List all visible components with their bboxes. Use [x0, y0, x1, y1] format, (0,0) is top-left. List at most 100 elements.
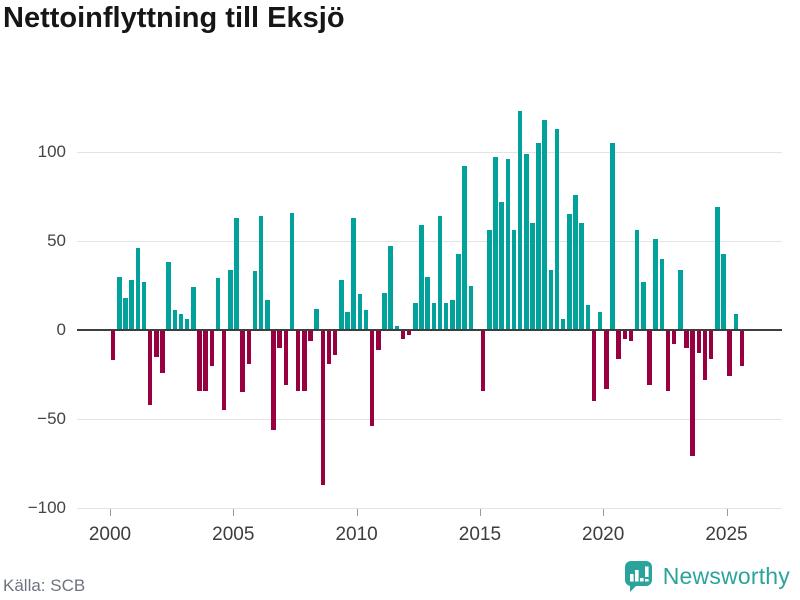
- bar-negative: [739, 330, 745, 366]
- bar-negative: [277, 330, 282, 348]
- bar-positive: [715, 207, 720, 330]
- bar-positive: [573, 194, 578, 330]
- source-label: Källa: SCB: [3, 576, 86, 595]
- x-axis-label: 2010: [335, 524, 378, 545]
- bar-negative: [591, 330, 597, 402]
- bar-negative: [295, 330, 301, 391]
- gridline: [77, 418, 782, 420]
- newsworthy-logo[interactable]: Newsworthy: [622, 558, 790, 594]
- y-axis-label: 100: [37, 142, 66, 161]
- bar-negative: [696, 330, 702, 354]
- bar-negative: [308, 330, 313, 341]
- bar-positive: [678, 269, 683, 330]
- x-axis-tick: [110, 509, 111, 516]
- bar-positive: [511, 230, 517, 330]
- bar-negative: [271, 330, 276, 430]
- bar-positive: [517, 111, 523, 330]
- bar-negative: [616, 330, 621, 359]
- bar-positive: [634, 230, 640, 330]
- bar-negative: [147, 330, 153, 405]
- x-axis-label: 2005: [212, 524, 255, 545]
- bar-positive: [382, 292, 387, 330]
- y-axis-label: −100: [27, 498, 66, 517]
- gridline: [77, 240, 782, 242]
- bar-positive: [141, 281, 147, 330]
- bar-negative: [376, 330, 381, 350]
- bar-negative: [671, 330, 677, 345]
- bar-positive: [493, 157, 498, 330]
- bar-positive: [178, 314, 184, 330]
- bar-negative: [400, 330, 406, 339]
- bar-positive: [419, 225, 424, 330]
- y-axis-label: −50: [37, 409, 66, 428]
- newsworthy-bubble-icon: [624, 561, 652, 592]
- bar-positive: [234, 217, 239, 330]
- bar-positive: [172, 310, 178, 330]
- bar-positive: [437, 216, 443, 330]
- bar-positive: [191, 287, 196, 330]
- bar-negative: [727, 330, 732, 377]
- bar-positive: [505, 159, 510, 330]
- bar-positive: [345, 312, 350, 330]
- bar-negative: [665, 330, 671, 391]
- bar-negative: [369, 330, 375, 427]
- bar-negative: [320, 330, 325, 485]
- bar-negative: [647, 330, 652, 386]
- bar-positive: [363, 310, 369, 330]
- bar-positive: [560, 319, 566, 330]
- x-axis-tick: [233, 509, 235, 516]
- bar-positive: [314, 308, 319, 330]
- bar-negative: [604, 330, 609, 389]
- chart-title: Nettoinflyttning till Eksjö: [3, 2, 345, 34]
- bar-negative: [221, 330, 227, 411]
- bar-positive: [117, 276, 122, 330]
- bar-negative: [154, 330, 159, 357]
- bar-negative: [622, 330, 628, 339]
- bar-positive: [228, 269, 233, 330]
- bar-positive: [641, 281, 646, 330]
- x-axis-label: 2020: [582, 524, 625, 545]
- bar-positive: [252, 271, 258, 330]
- bar-negative: [690, 330, 695, 457]
- bar-positive: [184, 319, 190, 330]
- bar-positive: [610, 143, 615, 330]
- bar-negative: [480, 330, 486, 391]
- bar-positive: [524, 153, 529, 330]
- bar-positive: [597, 312, 603, 330]
- bar-positive: [215, 278, 221, 330]
- bar-negative: [209, 330, 214, 366]
- bar-positive: [462, 166, 467, 330]
- bar-positive: [129, 280, 134, 330]
- bar-positive: [123, 298, 128, 330]
- bar-negative: [302, 330, 307, 391]
- bar-positive: [135, 248, 141, 330]
- bar-positive: [357, 294, 362, 330]
- x-axis-label: 2015: [458, 524, 502, 545]
- bar-negative: [160, 330, 165, 373]
- bar-positive: [487, 230, 492, 330]
- bar-negative: [702, 330, 708, 380]
- newsworthy-logo-text: Newsworthy: [662, 562, 790, 589]
- x-axis-tick: [479, 509, 481, 516]
- bar-positive: [388, 246, 393, 330]
- bar-negative: [326, 330, 332, 364]
- bar-positive: [166, 262, 171, 330]
- x-axis-label: 2000: [88, 524, 132, 545]
- x-axis-tick: [356, 509, 358, 516]
- bar-positive: [394, 326, 399, 330]
- bar-positive: [733, 314, 739, 330]
- bar-positive: [579, 223, 584, 330]
- gridline: [77, 151, 782, 153]
- bar-positive: [258, 216, 264, 330]
- bar-positive: [585, 305, 591, 330]
- bar-negative: [197, 330, 202, 391]
- bar-negative: [283, 330, 288, 386]
- bar-positive: [265, 299, 270, 330]
- bar-negative: [240, 330, 245, 393]
- bar-positive: [721, 253, 726, 330]
- bar-negative: [406, 330, 412, 336]
- bar-negative: [708, 330, 714, 359]
- bar-positive: [659, 258, 665, 330]
- bar-positive: [413, 303, 418, 330]
